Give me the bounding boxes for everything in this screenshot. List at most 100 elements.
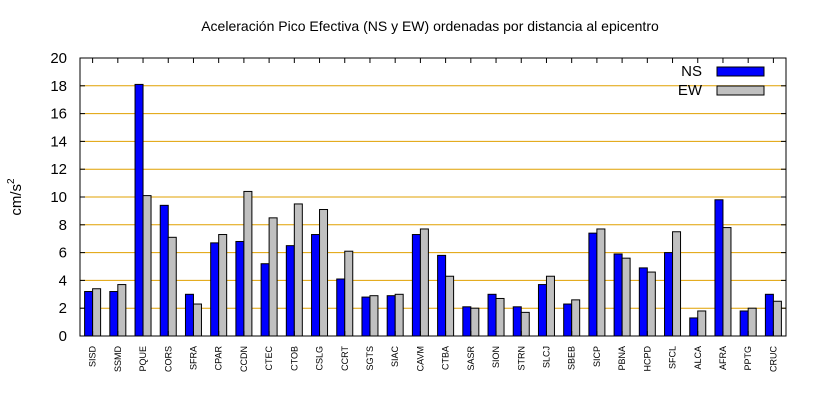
bar-ew-cruc xyxy=(772,300,782,337)
x-tick-label: SFRA xyxy=(188,346,198,370)
bar-ns-ctob xyxy=(285,245,295,337)
bar-ew-pptg xyxy=(747,307,757,337)
x-tick-label: ALCA xyxy=(693,346,703,370)
bar-ns-siac xyxy=(386,295,396,337)
y-axis-ticks: 0 2 4 6 8 10 12 14 16 18 20 xyxy=(50,50,786,345)
bar-ew-alca xyxy=(697,310,707,337)
x-tick-label: HCPD xyxy=(642,346,652,372)
bar-ew-cslg xyxy=(319,209,329,337)
bar-ns-ctba xyxy=(437,254,447,337)
bar-ns-ctec xyxy=(260,263,270,337)
x-tick-label: SISD xyxy=(88,346,98,368)
bar-ns-cors xyxy=(159,204,169,337)
legend-label-ns: NS xyxy=(681,63,702,80)
bar-ew-sfcl xyxy=(672,231,682,337)
bar-ew-sfra xyxy=(192,303,202,337)
x-tick-label: CTBA xyxy=(441,346,451,370)
bar-ns-slcj xyxy=(537,284,547,337)
y-tick-label: 6 xyxy=(59,245,67,262)
bar-ew-ctob xyxy=(293,203,303,337)
bar-ew-cavm xyxy=(419,228,429,337)
x-tick-label: PQUE xyxy=(138,346,148,372)
bar-ns-sfcl xyxy=(664,252,674,337)
bar-ew-slcj xyxy=(545,275,555,337)
bar-ew-cpar xyxy=(218,234,228,337)
bar-ew-sicp xyxy=(596,228,606,337)
bar-ew-afra xyxy=(722,227,732,337)
x-tick-label: CTEC xyxy=(264,346,274,371)
bar-ns-sicp xyxy=(588,232,598,337)
bar-ns-cavm xyxy=(411,234,421,337)
x-tick-label: CPAR xyxy=(214,346,224,371)
bar-ew-hcpd xyxy=(646,271,656,337)
y-tick-label: 14 xyxy=(50,133,67,150)
x-tick-label: SBEB xyxy=(567,346,577,370)
legend: NS EW xyxy=(678,63,765,99)
y-tick-label: 0 xyxy=(59,328,67,345)
bar-ew-sasr xyxy=(470,307,480,337)
bar-ns-strn xyxy=(512,306,522,337)
bar-ns-sfra xyxy=(184,293,194,337)
y-tick-label: 18 xyxy=(50,78,67,95)
x-tick-label: SIAC xyxy=(390,346,400,368)
bar-ew-siac xyxy=(394,293,404,337)
bar-ns-sisd xyxy=(84,291,94,337)
x-tick-label: SGTS xyxy=(365,346,375,371)
bar-ns-cruc xyxy=(764,293,774,337)
bar-ew-pque xyxy=(142,195,152,337)
x-tick-label: AFRA xyxy=(718,346,728,370)
bar-ew-ctec xyxy=(268,217,278,337)
bar-ns-cslg xyxy=(311,234,321,337)
bar-ew-sisd xyxy=(92,288,102,337)
bar-ew-ccdn xyxy=(243,190,253,337)
y-tick-label: 12 xyxy=(50,161,67,178)
bar-ns-pbna xyxy=(613,253,623,337)
legend-label-ew: EW xyxy=(678,82,703,99)
bar-ns-alca xyxy=(689,317,699,337)
bar-ns-sasr xyxy=(462,306,472,337)
chart-title: Aceleración Pico Efectiva (NS y EW) orde… xyxy=(201,18,659,34)
y-tick-label: 2 xyxy=(59,300,67,317)
bar-ns-hcpd xyxy=(638,267,648,337)
y-tick-label: 4 xyxy=(59,272,67,289)
bar-ns-pque xyxy=(134,83,144,337)
bar-ns-pptg xyxy=(739,310,749,337)
bar-ns-sbeb xyxy=(563,303,573,337)
y-tick-label: 8 xyxy=(59,217,67,234)
legend-swatch-ew xyxy=(716,85,765,96)
bar-ew-strn xyxy=(520,311,530,337)
x-tick-label: CCRT xyxy=(340,346,350,371)
x-tick-label: CCDN xyxy=(239,346,249,372)
x-tick-label: CAVM xyxy=(415,346,425,371)
x-tick-label: CSLG xyxy=(315,346,325,371)
x-tick-label: STRN xyxy=(516,346,526,371)
x-tick-label: SASR xyxy=(466,346,476,371)
bar-ns-ssmd xyxy=(109,291,119,337)
x-tick-label: PPTG xyxy=(743,346,753,371)
y-tick-label: 20 xyxy=(50,50,67,67)
bar-ns-sgts xyxy=(361,296,371,337)
bar-ew-ssmd xyxy=(117,284,127,337)
bar-ew-ccrt xyxy=(344,250,354,337)
x-axis-ticks: SISD SSMD PQUE CORS SFRA CPAR CCDN CTEC CTOB CSLG… xyxy=(88,58,778,373)
x-tick-label: CRUC xyxy=(768,346,778,372)
bar-ew-ctba xyxy=(445,275,455,337)
y-tick-label: 10 xyxy=(50,189,67,206)
y-axis-label: cm/s2 xyxy=(6,178,25,216)
bar-ns-sion xyxy=(487,293,497,337)
bars xyxy=(84,83,782,337)
x-tick-label: PBNA xyxy=(617,346,627,371)
bar-ns-afra xyxy=(714,199,724,337)
x-tick-label: SICP xyxy=(592,346,602,367)
x-tick-label: SSMD xyxy=(113,346,123,373)
x-tick-label: CORS xyxy=(163,346,173,372)
bar-ns-cpar xyxy=(210,242,220,337)
bar-ew-pbna xyxy=(621,257,631,337)
bar-ew-sgts xyxy=(369,295,379,337)
grid xyxy=(80,85,786,309)
x-tick-label: SLCJ xyxy=(541,346,551,368)
x-tick-label: SION xyxy=(491,346,501,368)
bar-ew-cors xyxy=(167,236,177,337)
legend-swatch-ns xyxy=(716,66,765,77)
